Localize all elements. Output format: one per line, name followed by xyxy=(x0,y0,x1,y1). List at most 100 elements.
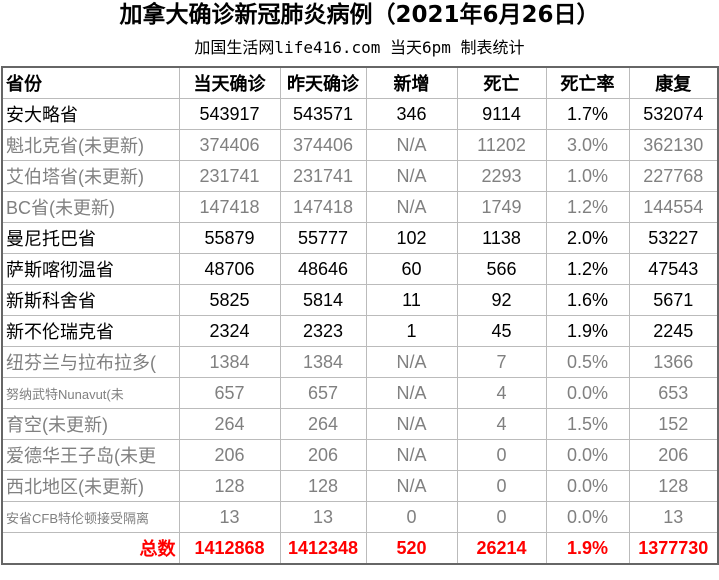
data-row: BC省(未更新) 147418 147418 N/A 1749 1.2% 144554 xyxy=(1,191,719,223)
cell: 60 xyxy=(365,253,458,285)
data-row: 纽芬兰与拉布拉多(1384 1384 N/A 7 0.5% 1366 xyxy=(1,346,719,378)
row-label: 努纳武特Nunavut(未 xyxy=(1,377,180,409)
cell: N/A xyxy=(365,439,458,471)
cell: 55879 xyxy=(178,222,281,254)
cell: 2323 xyxy=(279,315,367,347)
cell: 92 xyxy=(456,284,547,316)
cell: 1412868 xyxy=(178,532,281,565)
cell: N/A xyxy=(365,160,458,192)
table-head: 省份 当天确诊 昨天确诊 新增 死亡 死亡率 康复 xyxy=(1,66,719,99)
column-header: 昨天确诊 xyxy=(279,66,367,99)
cell: 1.2% xyxy=(545,253,630,285)
cell: 0 xyxy=(456,470,547,502)
cell: 7 xyxy=(456,346,547,378)
row-label: 艾伯塔省(未更新) xyxy=(1,160,180,192)
cell: 152 xyxy=(628,408,719,440)
row-label: 萨斯喀彻温省 xyxy=(1,253,180,285)
cell: 520 xyxy=(365,532,458,565)
row-label: 魁北克省(未更新) xyxy=(1,129,180,161)
row-label: 新不伦瑞克省 xyxy=(1,315,180,347)
cell: 5814 xyxy=(279,284,367,316)
cell: 26214 xyxy=(456,532,547,565)
row-label: 总数 xyxy=(1,532,180,565)
column-header: 当天确诊 xyxy=(178,66,281,99)
cell: 227768 xyxy=(628,160,719,192)
data-row: 西北地区(未更新) 128 128 N/A 0 0.0% 128 xyxy=(1,470,719,502)
cell: 53227 xyxy=(628,222,719,254)
row-label: BC省(未更新) xyxy=(1,191,180,223)
cell: 2293 xyxy=(456,160,547,192)
cell: 1.2% xyxy=(545,191,630,223)
cell: 657 xyxy=(178,377,281,409)
cell: 374406 xyxy=(279,129,367,161)
data-row: 新不伦瑞克省 2324 2323 1 45 1.9% 2245 xyxy=(1,315,719,347)
row-label: 安大略省 xyxy=(1,98,180,130)
cell: 1.5% xyxy=(545,408,630,440)
cell: 47543 xyxy=(628,253,719,285)
cell: 2324 xyxy=(178,315,281,347)
cell: 45 xyxy=(456,315,547,347)
cell: 0.5% xyxy=(545,346,630,378)
cell: 0.0% xyxy=(545,377,630,409)
cell: 48646 xyxy=(279,253,367,285)
column-header: 新增 xyxy=(365,66,458,99)
cell: 1412348 xyxy=(279,532,367,565)
data-row: 育空(未更新) 264 264 N/A 4 1.5% 152 xyxy=(1,408,719,440)
cell: 206 xyxy=(178,439,281,471)
title: 加拿大确诊新冠肺炎病例（2021年6月26日） xyxy=(119,2,600,28)
cell: 543917 xyxy=(178,98,281,130)
cell: 1 xyxy=(365,315,458,347)
column-header: 康复 xyxy=(628,66,719,99)
data-row: 新斯科舍省 5825 5814 11 92 1.6% 5671 xyxy=(1,284,719,316)
data-row: 安省CFB特伦顿接受隔离 13 13 0 0 0.0% 13 xyxy=(1,501,719,533)
cell: 13 xyxy=(178,501,281,533)
cell: 4 xyxy=(456,377,547,409)
cell: 128 xyxy=(628,470,719,502)
cell: 55777 xyxy=(279,222,367,254)
data-row: 爱德华王子岛(未更 206 206 N/A 0 0.0% 206 xyxy=(1,439,719,471)
cell: 1.6% xyxy=(545,284,630,316)
cell: 566 xyxy=(456,253,547,285)
cell: 2245 xyxy=(628,315,719,347)
cell: 1138 xyxy=(456,222,547,254)
row-label: 安省CFB特伦顿接受隔离 xyxy=(1,501,180,533)
total-row: 总数 1412868 1412348 520 26214 1.9% 1377730 xyxy=(1,532,719,565)
cell: 206 xyxy=(279,439,367,471)
cell: 1384 xyxy=(279,346,367,378)
cell: N/A xyxy=(365,408,458,440)
cell: 1.7% xyxy=(545,98,630,130)
cell: 1.0% xyxy=(545,160,630,192)
cell: 4 xyxy=(456,408,547,440)
cell: 362130 xyxy=(628,129,719,161)
cell: 653 xyxy=(628,377,719,409)
cell: 147418 xyxy=(279,191,367,223)
cell: 1384 xyxy=(178,346,281,378)
cell: 0 xyxy=(365,501,458,533)
row-label: 爱德华王子岛(未更 xyxy=(1,439,180,471)
row-label: 西北地区(未更新) xyxy=(1,470,180,502)
data-row: 艾伯塔省(未更新) 231741 231741 N/A 2293 1.0% 227768 xyxy=(1,160,719,192)
cell: 13 xyxy=(279,501,367,533)
data-row: 曼尼托巴省 55879 55777 102 1138 2.0% 53227 xyxy=(1,222,719,254)
cell: N/A xyxy=(365,470,458,502)
cell: 0 xyxy=(456,439,547,471)
cell: N/A xyxy=(365,191,458,223)
cell: 0 xyxy=(456,501,547,533)
cell: 374406 xyxy=(178,129,281,161)
cell: 264 xyxy=(279,408,367,440)
cell: 1366 xyxy=(628,346,719,378)
cell: 3.0% xyxy=(545,129,630,161)
header-row: 省份 当天确诊 昨天确诊 新增 死亡 死亡率 康复 xyxy=(1,66,719,99)
cell: 128 xyxy=(279,470,367,502)
row-label: 纽芬兰与拉布拉多( xyxy=(1,346,180,378)
column-header: 死亡率 xyxy=(545,66,630,99)
data-row: 努纳武特Nunavut(未 657 657 N/A 4 0.0% 653 xyxy=(1,377,719,409)
column-header: 省份 xyxy=(1,66,180,99)
cell: 5671 xyxy=(628,284,719,316)
cell: 264 xyxy=(178,408,281,440)
cell: 2.0% xyxy=(545,222,630,254)
subtitle: 加国生活网life416.com 当天6pm 制表统计 xyxy=(194,38,525,57)
cell: 0.0% xyxy=(545,501,630,533)
cell: 346 xyxy=(365,98,458,130)
cell: 231741 xyxy=(178,160,281,192)
